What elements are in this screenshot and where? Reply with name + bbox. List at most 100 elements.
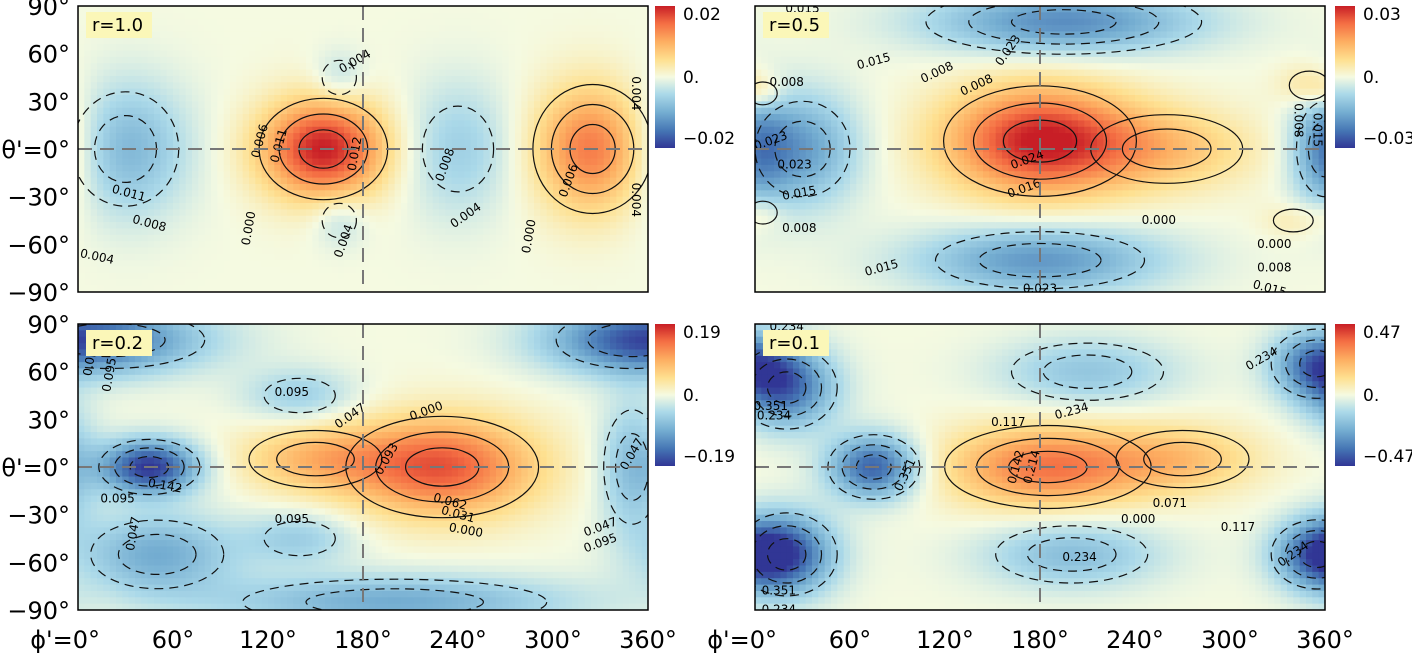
heatmap-cell: [439, 12, 446, 20]
heatmap-cell: [217, 37, 225, 45]
heatmap-cell: [774, 82, 781, 90]
heatmap-cell: [299, 126, 307, 134]
heatmap-cell: [268, 139, 275, 147]
heatmap-cell: [755, 222, 762, 230]
heatmap-cell: [635, 285, 643, 292]
heatmap-cell: [192, 63, 199, 71]
heatmap-cell: [458, 126, 465, 134]
heatmap-cell: [344, 285, 351, 292]
heatmap-cell: [761, 82, 769, 90]
heatmap-cell: [261, 56, 269, 64]
heatmap-cell: [318, 215, 326, 223]
heatmap-cell: [306, 120, 313, 128]
heatmap-cell: [116, 82, 123, 90]
heatmap-cell: [280, 6, 288, 13]
heatmap-cell: [103, 203, 111, 210]
heatmap-cell: [413, 196, 421, 204]
heatmap-cell: [369, 209, 377, 217]
heatmap-cell: [483, 31, 491, 39]
heatmap-cell: [388, 69, 396, 77]
heatmap-cell: [508, 6, 516, 13]
heatmap-cell: [426, 94, 434, 102]
heatmap-cell: [90, 209, 98, 217]
heatmap-cell: [837, 183, 845, 191]
heatmap-cell: [242, 253, 250, 261]
heatmap-cell: [445, 279, 453, 287]
heatmap-cell: [831, 107, 838, 115]
heatmap-cell: [185, 44, 193, 52]
heatmap-cell: [274, 120, 282, 128]
heatmap-cell: [799, 215, 807, 223]
heatmap-cell: [185, 190, 193, 198]
heatmap-cell: [818, 126, 826, 134]
heatmap-cell: [236, 253, 244, 261]
heatmap-cell: [812, 171, 819, 179]
heatmap-cell: [97, 241, 104, 249]
heatmap-cell: [578, 114, 586, 121]
heatmap-cell: [635, 18, 643, 26]
heatmap-cell: [274, 101, 282, 109]
heatmap-cell: [268, 171, 275, 179]
heatmap-cell: [154, 6, 161, 13]
heatmap-cell: [603, 31, 611, 39]
heatmap-cell: [173, 120, 180, 128]
heatmap-cell: [477, 6, 484, 13]
heatmap-cell: [268, 215, 275, 223]
heatmap-cell: [616, 25, 624, 33]
heatmap-cell: [211, 31, 218, 39]
heatmap-cell: [217, 63, 225, 71]
heatmap-cell: [179, 152, 187, 160]
heatmap-cell: [458, 63, 465, 71]
heatmap-cell: [363, 228, 370, 236]
heatmap-cell: [407, 63, 415, 71]
heatmap-cell: [312, 18, 320, 26]
heatmap-cell: [534, 56, 541, 64]
heatmap-cell: [489, 82, 497, 90]
heatmap-cell: [458, 222, 465, 230]
heatmap-cell: [280, 44, 288, 52]
heatmap-cell: [173, 25, 180, 33]
heatmap-cell: [597, 183, 605, 191]
heatmap-cell: [591, 171, 598, 179]
heatmap-cell: [318, 114, 326, 121]
heatmap-cell: [337, 285, 345, 292]
heatmap-cell: [280, 241, 288, 249]
heatmap-cell: [135, 37, 142, 45]
heatmap-cell: [306, 183, 313, 191]
heatmap-cell: [173, 56, 180, 64]
heatmap-cell: [553, 82, 560, 90]
heatmap-cell: [755, 25, 762, 33]
heatmap-cell: [812, 56, 819, 64]
heatmap-cell: [799, 266, 807, 274]
heatmap-cell: [141, 69, 149, 77]
heatmap-cell: [179, 101, 187, 109]
heatmap-cell: [363, 44, 370, 52]
heatmap-cell: [261, 152, 269, 160]
heatmap-cell: [489, 171, 497, 179]
heatmap-cell: [862, 25, 870, 33]
heatmap-cell: [369, 133, 377, 141]
heatmap-cell: [445, 272, 453, 280]
heatmap-cell: [584, 12, 592, 20]
heatmap-cell: [217, 222, 225, 230]
heatmap-cell: [767, 126, 775, 134]
heatmap-cell: [572, 196, 579, 204]
heatmap-cell: [78, 285, 85, 292]
heatmap-cell: [850, 101, 857, 109]
heatmap-cell: [767, 44, 775, 52]
heatmap-cell: [306, 152, 313, 160]
heatmap-cell: [78, 69, 85, 77]
heatmap-cell: [344, 253, 351, 261]
heatmap-cell: [179, 171, 187, 179]
heatmap-cell: [103, 196, 111, 204]
heatmap-cell: [540, 171, 548, 179]
heatmap-cell: [293, 88, 301, 96]
heatmap-cell: [287, 31, 294, 39]
heatmap-cell: [553, 25, 560, 33]
heatmap-cell: [521, 37, 529, 45]
heatmap-cell: [230, 88, 237, 96]
heatmap-cell: [483, 37, 491, 45]
heatmap-cell: [382, 222, 389, 230]
heatmap-cell: [318, 228, 326, 236]
heatmap-cell: [755, 120, 762, 128]
